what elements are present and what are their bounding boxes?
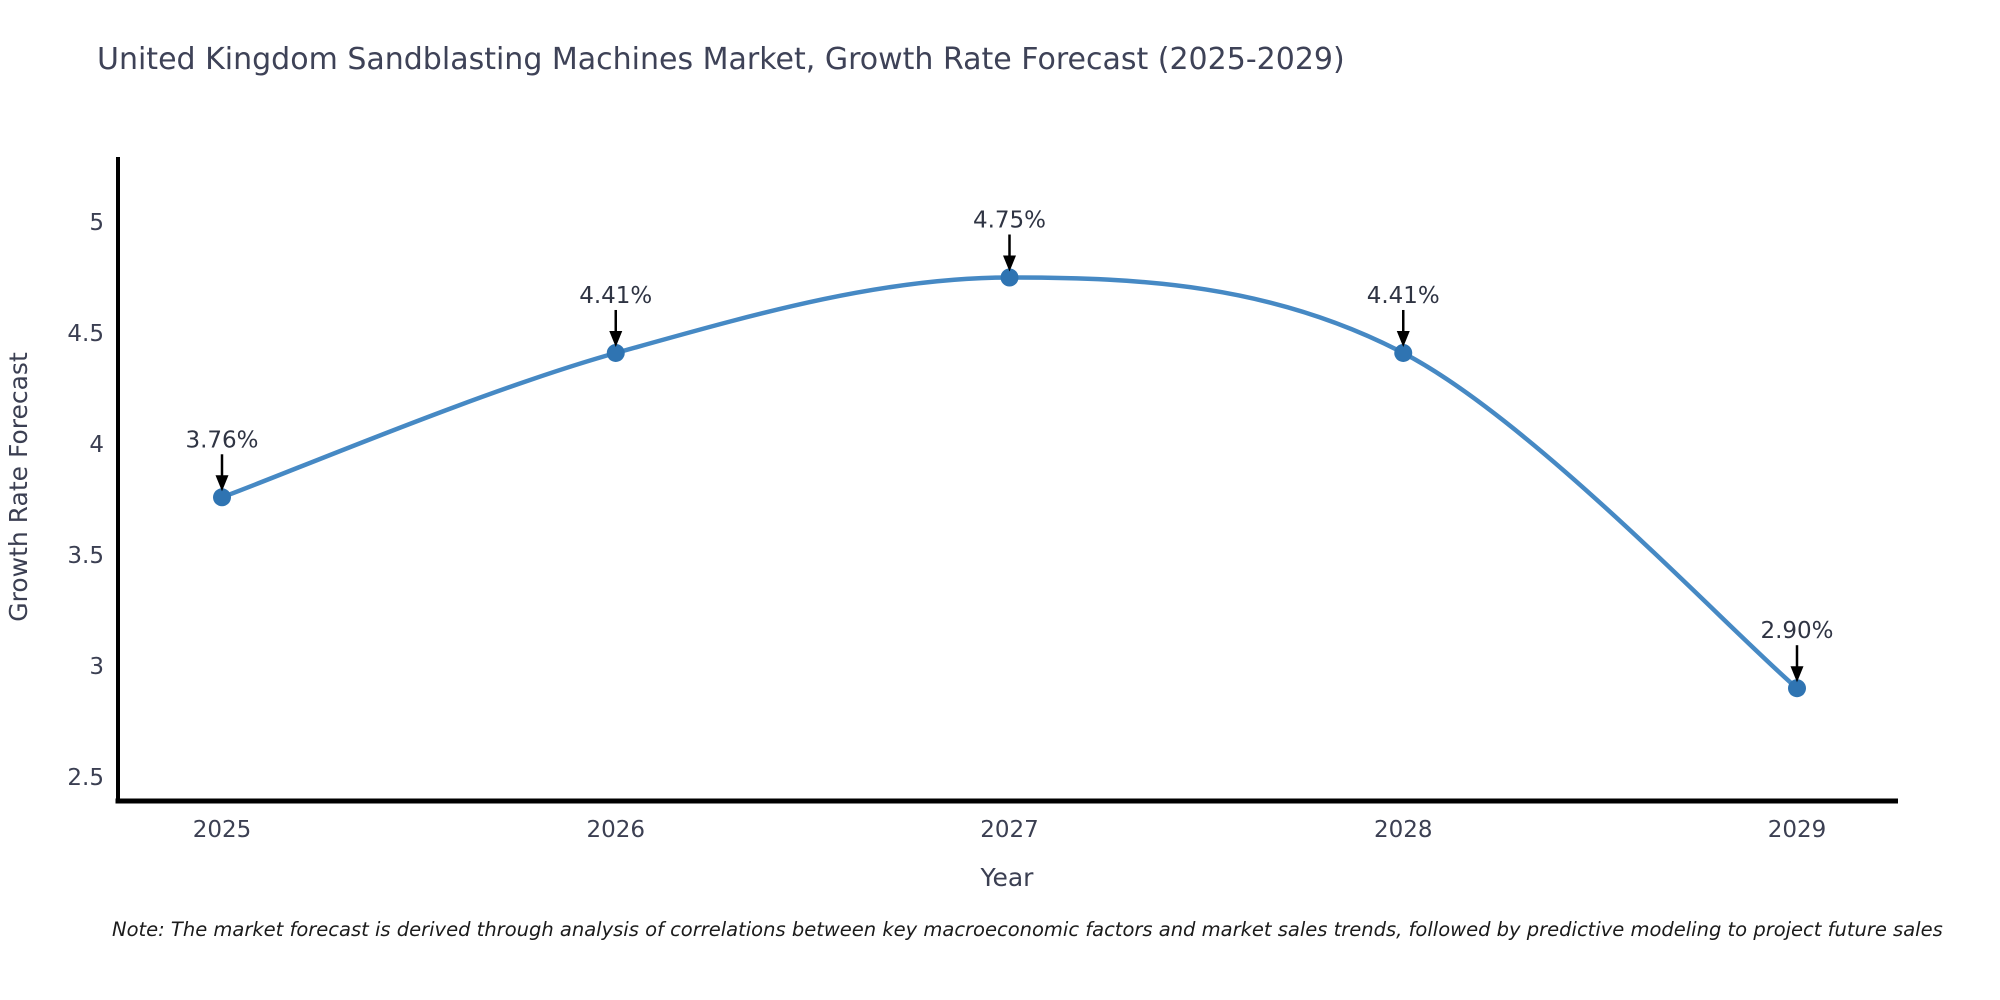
data-point-label: 4.75% [973, 208, 1046, 234]
trend-line [219, 275, 1800, 691]
data-point-marker [213, 488, 231, 507]
y-tick-label: 3 [89, 654, 104, 680]
chart-title: United Kingdom Sandblasting Machines Mar… [97, 42, 1345, 77]
footnote: Note: The market forecast is derived thr… [112, 918, 1943, 941]
y-tick-label: 3.5 [67, 543, 104, 569]
data-point-marker [1000, 268, 1019, 287]
annotation-arrow-head [1396, 330, 1410, 347]
data-point-label: 4.41% [579, 283, 652, 309]
y-tick-label: 4 [89, 432, 104, 458]
y-tick-label: 5 [89, 210, 104, 236]
annotation-arrow-head [609, 330, 623, 347]
data-point-label: 4.41% [1367, 283, 1440, 309]
x-tick-label: 2027 [980, 817, 1039, 843]
y-tick-label: 4.5 [67, 321, 104, 347]
data-point-label: 2.90% [1760, 618, 1833, 644]
y-tick-label: 2.5 [67, 765, 104, 791]
data-point-label: 3.76% [185, 427, 258, 453]
data-point-marker [1788, 679, 1806, 698]
data-point-marker [1394, 343, 1413, 362]
x-axis-title: Year [980, 863, 1035, 892]
x-tick-label: 2025 [193, 817, 252, 843]
annotation-arrow-head [1790, 666, 1804, 683]
annotation-arrow-head [215, 475, 229, 492]
x-tick-label: 2029 [1768, 817, 1827, 843]
x-tick-label: 2026 [586, 817, 645, 843]
annotation-arrow-head [1003, 255, 1016, 272]
y-axis-title: Growth Rate Forecast [4, 352, 33, 622]
x-tick-label: 2028 [1374, 817, 1433, 843]
data-point-marker [606, 343, 625, 362]
